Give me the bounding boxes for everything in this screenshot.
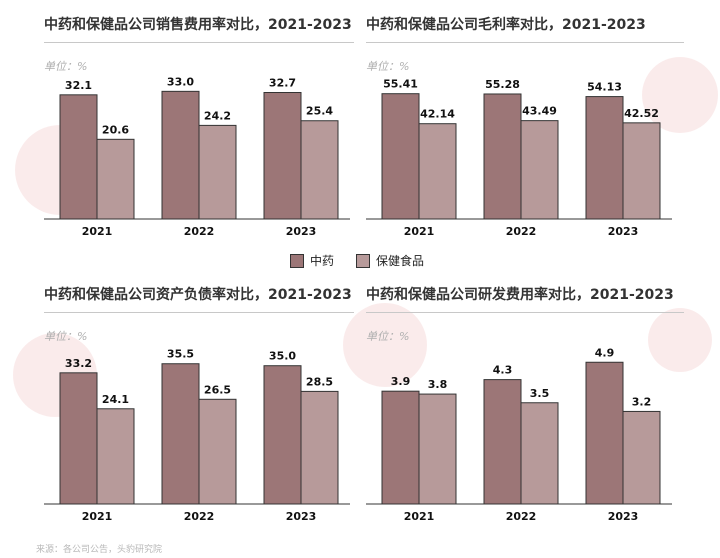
x-tick-label: 2021 — [82, 225, 113, 238]
unit-label: 单位：% — [44, 330, 88, 343]
data-label: 55.28 — [485, 78, 520, 91]
data-label: 26.5 — [204, 383, 231, 396]
x-tick-label: 2023 — [608, 510, 639, 523]
data-label: 35.5 — [167, 348, 194, 361]
chart-title: 中药和保健品公司研发费用率对比，2021-2023 — [366, 287, 674, 303]
data-label: 24.2 — [204, 109, 231, 122]
data-label: 32.1 — [65, 79, 92, 92]
x-tick-label: 2023 — [286, 225, 317, 238]
data-label: 25.4 — [306, 105, 333, 118]
bar-chart: 3.9 3.8 2021 4.3 3.5 2022 4.9 3.2 2023 — [366, 346, 672, 523]
chart-legend: 中药 保健食品 — [290, 252, 438, 269]
bar — [622, 122, 661, 220]
source-note: 来源：各公司公告，头豹研究院 — [36, 545, 163, 555]
x-tick-label: 2022 — [506, 510, 537, 523]
chart-panel-gross-margin: 中药和保健品公司毛利率对比，2021-2023 单位：% 55.41 42.14 2… — [366, 14, 684, 244]
x-tick-label: 2022 — [184, 225, 215, 238]
data-label: 35.0 — [269, 350, 296, 363]
bar — [585, 361, 624, 505]
chart-title: 中药和保健品公司资产负债率对比，2021-2023 — [44, 287, 352, 303]
chart-title: 中药和保健品公司销售费用率对比，2021-2023 — [44, 17, 352, 33]
data-label: 32.7 — [269, 77, 296, 90]
data-label: 3.8 — [428, 378, 448, 391]
chart-title: 中药和保健品公司毛利率对比，2021-2023 — [366, 17, 646, 33]
x-tick-label: 2022 — [506, 225, 537, 238]
x-tick-label: 2021 — [404, 510, 435, 523]
data-label: 43.49 — [522, 105, 557, 118]
legend-item-health: 保健食品 — [356, 252, 424, 269]
bar — [585, 96, 624, 220]
chart-panel-selling-expense: 中药和保健品公司销售费用率对比，2021-2023 单位：% 32.1 20.6 2… — [44, 14, 354, 244]
title-divider — [366, 42, 684, 43]
data-label: 54.13 — [587, 81, 622, 94]
data-label: 33.2 — [65, 357, 92, 370]
bar — [300, 390, 339, 505]
bar — [263, 365, 302, 505]
chart-panel-debt-ratio: 中药和保健品公司资产负债率对比，2021-2023 单位：% 33.2 24.1 2… — [44, 284, 354, 529]
data-label: 4.9 — [595, 346, 615, 359]
bar — [96, 138, 135, 220]
bar — [59, 94, 98, 220]
data-label: 28.5 — [306, 375, 333, 388]
data-label: 3.2 — [632, 395, 652, 408]
data-label: 3.9 — [391, 375, 411, 388]
x-tick-label: 2021 — [404, 225, 435, 238]
bar — [622, 410, 661, 505]
unit-label: 单位：% — [366, 60, 410, 73]
data-label: 42.52 — [624, 107, 659, 120]
legend-label-tcm: 中药 — [310, 254, 335, 268]
data-label: 33.0 — [167, 75, 194, 88]
title-divider — [366, 312, 684, 313]
x-tick-label: 2023 — [286, 510, 317, 523]
chart-panel-rd-expense: 中药和保健品公司研发费用率对比，2021-2023 单位：% 3.9 3.8 202… — [366, 284, 684, 529]
bar-chart: 33.2 24.1 2021 35.5 26.5 2022 35.0 28.5 2023 — [44, 348, 350, 523]
bar — [381, 93, 420, 220]
data-label: 3.5 — [530, 387, 550, 400]
data-label: 4.3 — [493, 364, 513, 377]
legend-item-tcm: 中药 — [290, 252, 334, 269]
bar — [59, 372, 98, 505]
bar-chart: 32.1 20.6 2021 33.0 24.2 2022 32.7 25.4 2023 — [44, 75, 350, 238]
bar — [520, 120, 559, 220]
bar — [161, 363, 200, 505]
unit-label: 单位：% — [44, 60, 88, 73]
legend-swatch-health — [356, 253, 371, 268]
bar — [263, 92, 302, 220]
bar — [198, 398, 237, 505]
bar — [96, 408, 135, 505]
x-tick-label: 2022 — [184, 510, 215, 523]
legend-label-health: 保健食品 — [376, 254, 425, 268]
title-divider — [44, 312, 354, 313]
bar — [300, 120, 339, 220]
bar — [161, 90, 200, 220]
bar — [483, 93, 522, 220]
x-tick-label: 2021 — [82, 510, 113, 523]
bar — [418, 393, 457, 505]
bar — [198, 124, 237, 220]
title-divider — [44, 42, 354, 43]
bar — [520, 402, 559, 505]
bar — [418, 123, 457, 220]
data-label: 20.6 — [102, 123, 129, 136]
data-label: 55.41 — [383, 78, 418, 91]
data-label: 42.14 — [420, 108, 455, 121]
data-label: 24.1 — [102, 393, 129, 406]
unit-label: 单位：% — [366, 330, 410, 343]
bar — [483, 379, 522, 505]
bar — [381, 390, 420, 505]
x-tick-label: 2023 — [608, 225, 639, 238]
legend-swatch-tcm — [290, 253, 304, 268]
